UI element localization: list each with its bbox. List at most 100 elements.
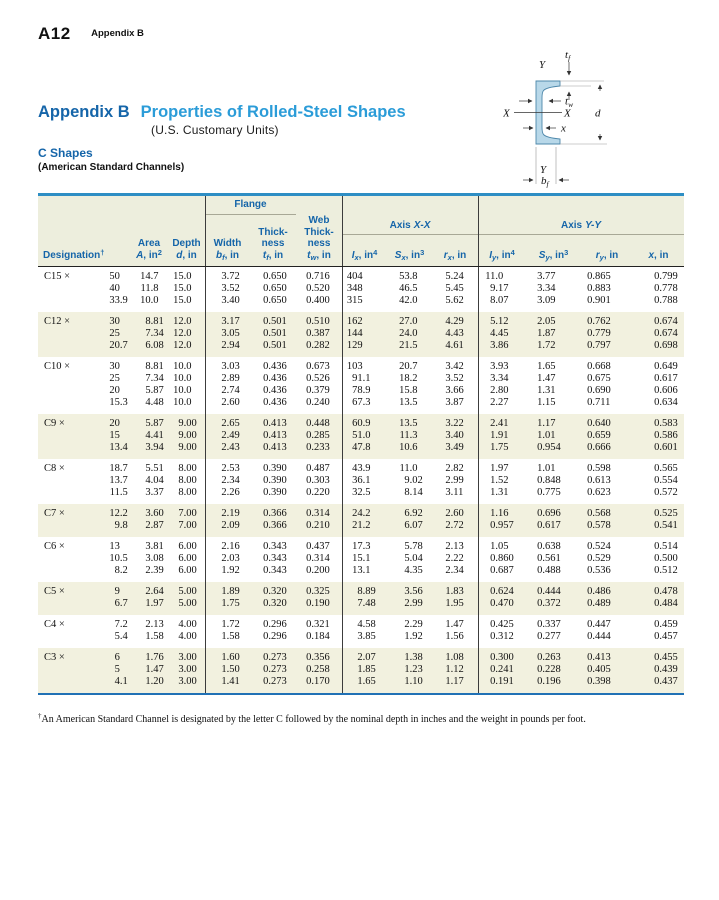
designation-weight-int: 20	[109, 340, 120, 351]
value-cell-ix: 8.89	[357, 586, 376, 597]
value-cell-xbar: 0.455	[654, 652, 678, 663]
value-cell-ry: 0.398	[587, 676, 611, 687]
designation-weight-int: 15	[109, 397, 120, 408]
value-cell-sx: 46.5	[399, 283, 418, 294]
value-cell-flange-width: 1.75	[221, 598, 240, 609]
designation-cell: 10.5	[38, 553, 130, 565]
value-cell-area: 2.87	[145, 520, 164, 531]
value-cell-sx: 2.99	[404, 598, 423, 609]
designation-weight-frac: .7	[119, 475, 128, 486]
value-cell-area: 1.76	[145, 652, 164, 663]
value-cell-sx: 1.23	[404, 664, 423, 675]
appendix-title: Appendix B	[38, 103, 130, 121]
value-cell-web-thickness: 0.170	[306, 676, 330, 687]
flange-group-header: Flange	[205, 199, 296, 215]
value-cell-ry: 0.447	[587, 619, 611, 630]
value-cell-sy: 3.34	[537, 283, 556, 294]
value-cell-flange-thickness: 0.343	[263, 565, 287, 576]
value-cell-depth: 10.0	[173, 361, 192, 372]
value-cell-area: 5.51	[145, 463, 164, 474]
designation-cell: 25	[38, 373, 130, 385]
value-cell-rx: 3.87	[445, 397, 464, 408]
channel-section-diagram: X X Y Y tf tw d x bf	[503, 49, 607, 189]
value-cell-flange-thickness: 0.650	[263, 271, 287, 282]
value-cell-area: 1.97	[145, 598, 164, 609]
table-row: C3 × 6 1.76 3.00 1.60 0.273 0.356 2.07 1.38 1.08 0…	[38, 652, 684, 664]
value-cell-xbar: 0.788	[654, 295, 678, 306]
value-cell-sy: 0.372	[537, 598, 561, 609]
column-unit-label: tf, in	[262, 249, 284, 262]
value-cell-rx: 4.61	[445, 340, 464, 351]
column-header-flange-width: Width bf, in	[205, 215, 250, 266]
designation-weight-int: 20	[109, 418, 120, 429]
value-cell-web-thickness: 0.520	[306, 283, 330, 294]
designation-cell: 40	[38, 283, 130, 295]
value-cell-iy: 1.16	[490, 508, 509, 519]
page-title: Properties of Rolled-Steel Shapes	[140, 103, 406, 121]
value-cell-rx: 2.22	[445, 553, 464, 564]
designation-weight-frac: .5	[119, 487, 128, 498]
value-cell-sx: 24.0	[399, 328, 418, 339]
value-cell-ix: 47.8	[352, 442, 371, 453]
designation-weight-int: 20	[109, 385, 120, 396]
value-cell-web-thickness: 0.510	[306, 316, 330, 327]
designation-weight-int: 50	[109, 271, 120, 282]
value-cell-area: 1.20	[145, 676, 164, 687]
table-body: C15 × 50 14.7 15.0 3.72 0.650 0.716 404 53.8 5.24…	[38, 267, 684, 695]
axis-yy-italic: Y-Y	[585, 220, 602, 231]
designation-weight-frac: .1	[119, 676, 128, 687]
value-cell-flange-width: 3.52	[221, 283, 240, 294]
channel-group: C4 × 7.2 2.13 4.00 1.72 0.296 0.321 4.58 2.29 1.4…	[38, 615, 684, 648]
value-cell-web-thickness: 0.387	[306, 328, 330, 339]
axis-xx-italic: X-X	[413, 220, 431, 231]
column-unit-label: Sx, in3	[394, 247, 425, 262]
axis-x-right-label: X	[563, 108, 572, 120]
value-cell-area: 3.81	[145, 541, 164, 552]
column-header-line: Web	[308, 215, 330, 226]
designation-weight-frac: .2	[119, 565, 128, 576]
designation-cell: C7 × 12.2	[38, 508, 130, 520]
value-cell-flange-width: 1.58	[221, 631, 240, 642]
value-cell-ry: 0.489	[587, 598, 611, 609]
value-cell-rx: 3.66	[445, 385, 464, 396]
value-cell-sx: 1.38	[404, 652, 423, 663]
channel-group: C6 × 13 3.81 6.00 2.16 0.343 0.437 17.3 5.78 2.13…	[38, 537, 684, 582]
value-cell-area: 3.37	[145, 487, 164, 498]
value-cell-rx: 2.99	[445, 475, 464, 486]
column-header-line: Thick-	[258, 226, 288, 238]
table-row: C10 × 30 8.81 10.0 3.03 0.436 0.673 103 20.7 3.42…	[38, 361, 684, 373]
table-row: C7 × 12.2 3.60 7.00 2.19 0.366 0.314 24.2 6.92 2.…	[38, 508, 684, 520]
value-cell-sy: 1.01	[537, 463, 556, 474]
value-cell-iy: 2.27	[490, 397, 509, 408]
value-cell-flange-width: 2.34	[221, 475, 240, 486]
value-cell-rx: 3.49	[445, 442, 464, 453]
column-unit-label: x, in	[648, 249, 669, 261]
value-cell-ry: 0.598	[587, 463, 611, 474]
value-cell-rx: 1.08	[445, 652, 464, 663]
value-cell-iy: 0.624	[490, 586, 514, 597]
value-cell-rx: 1.95	[445, 598, 464, 609]
tf-label: tf	[565, 49, 571, 63]
table-row: 15.3 4.48 10.0 2.60 0.436 0.240 67.3 13.5 3.87 2.…	[38, 397, 684, 409]
value-cell-flange-width: 1.92	[221, 565, 240, 576]
value-cell-xbar: 0.459	[654, 619, 678, 630]
designation-cell: C6 × 13	[38, 541, 130, 553]
value-cell-web-thickness: 0.184	[306, 631, 330, 642]
value-cell-area: 3.94	[145, 442, 164, 453]
designation-prefix: C3 ×	[44, 652, 65, 663]
value-cell-sx: 18.2	[399, 373, 418, 384]
value-cell-sx: 27.0	[399, 316, 418, 327]
value-cell-sx: 4.35	[404, 565, 423, 576]
value-cell-sy: 0.775	[537, 487, 561, 498]
designation-cell: 8.2	[38, 565, 130, 577]
value-cell-sy: 0.337	[537, 619, 561, 630]
table-row: 20 5.87 10.0 2.74 0.436 0.379 78.9 15.8 3.66 2.80…	[38, 385, 684, 397]
value-cell-iy: 1.75	[490, 442, 509, 453]
channel-group: C10 × 30 8.81 10.0 3.03 0.436 0.673 103 20.7 3.42…	[38, 357, 684, 414]
value-cell-iy: 0.687	[490, 565, 514, 576]
value-cell-sy: 1.72	[537, 340, 556, 351]
value-cell-sx: 9.02	[404, 475, 423, 486]
value-cell-flange-width: 3.03	[221, 361, 240, 372]
value-cell-ix: 17.3	[352, 541, 371, 552]
value-cell-flange-width: 2.03	[221, 553, 240, 564]
